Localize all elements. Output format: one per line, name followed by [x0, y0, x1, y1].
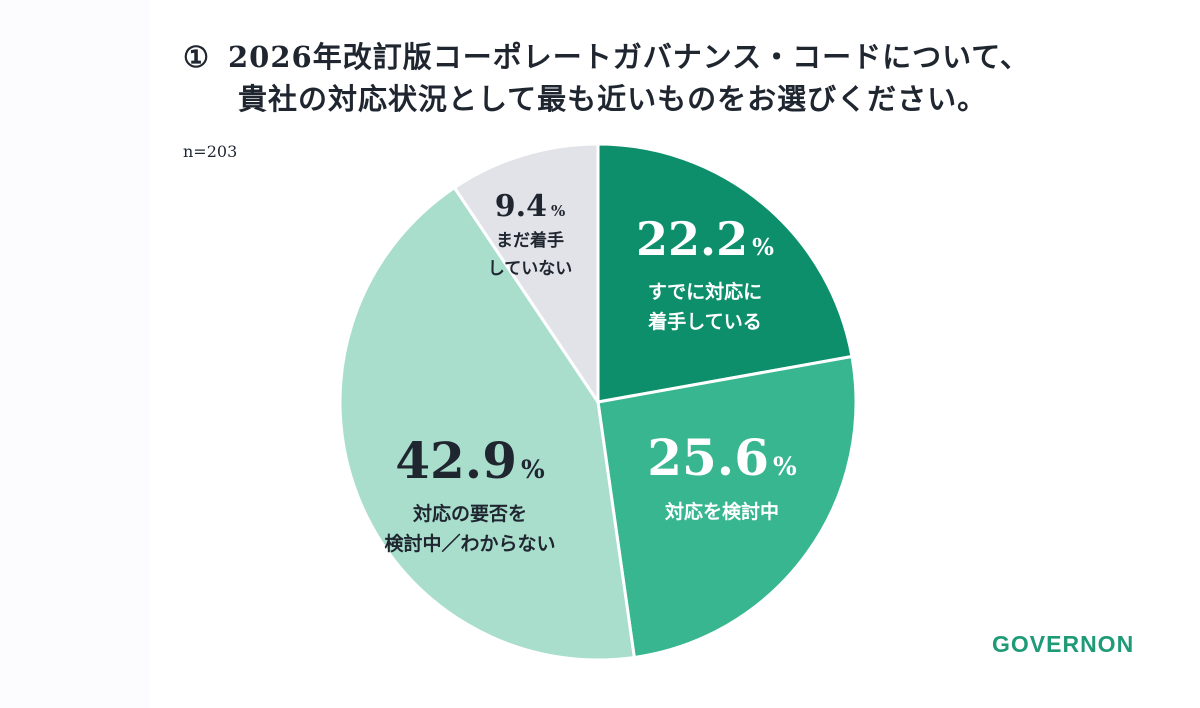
- pie-slice: [596, 354, 858, 660]
- pie-slice: [596, 142, 854, 404]
- slice-category-label: していない: [488, 259, 573, 279]
- slice-category-label: 検討中／わからない: [384, 532, 555, 555]
- slice-value: 22.2%: [636, 212, 774, 266]
- slice-category-label: 着手している: [648, 310, 761, 333]
- slice-category-label: まだ着手: [496, 230, 564, 251]
- question-title: ① 2026年改訂版コーポレートガバナンス・コードについて、 貴社の対応状況として…: [183, 36, 1030, 120]
- sample-size: n=203: [183, 142, 238, 161]
- question-number: ①: [183, 40, 210, 74]
- slice-label: 25.6 % 対応を検討中: [647, 428, 797, 523]
- brand-logo: GOVERNON: [992, 631, 1135, 657]
- slice-category-label: 対応の要否を: [412, 502, 527, 525]
- pie-slice: [338, 185, 637, 662]
- slice-category-label: すでに対応に: [648, 280, 762, 303]
- pie-slice: [452, 142, 600, 407]
- slice-value: 9.4%: [495, 189, 565, 224]
- slice-value: 42.9%: [395, 431, 545, 490]
- slice-value: 25.6%: [647, 428, 797, 487]
- question-title-line2: 貴社の対応状況として最も近いものをお選びください。: [238, 82, 988, 116]
- question-title-line1: 2026年改訂版コーポレートガバナンス・コードについて、: [228, 40, 1030, 74]
- slice-category-label: 対応を検討中: [664, 500, 779, 523]
